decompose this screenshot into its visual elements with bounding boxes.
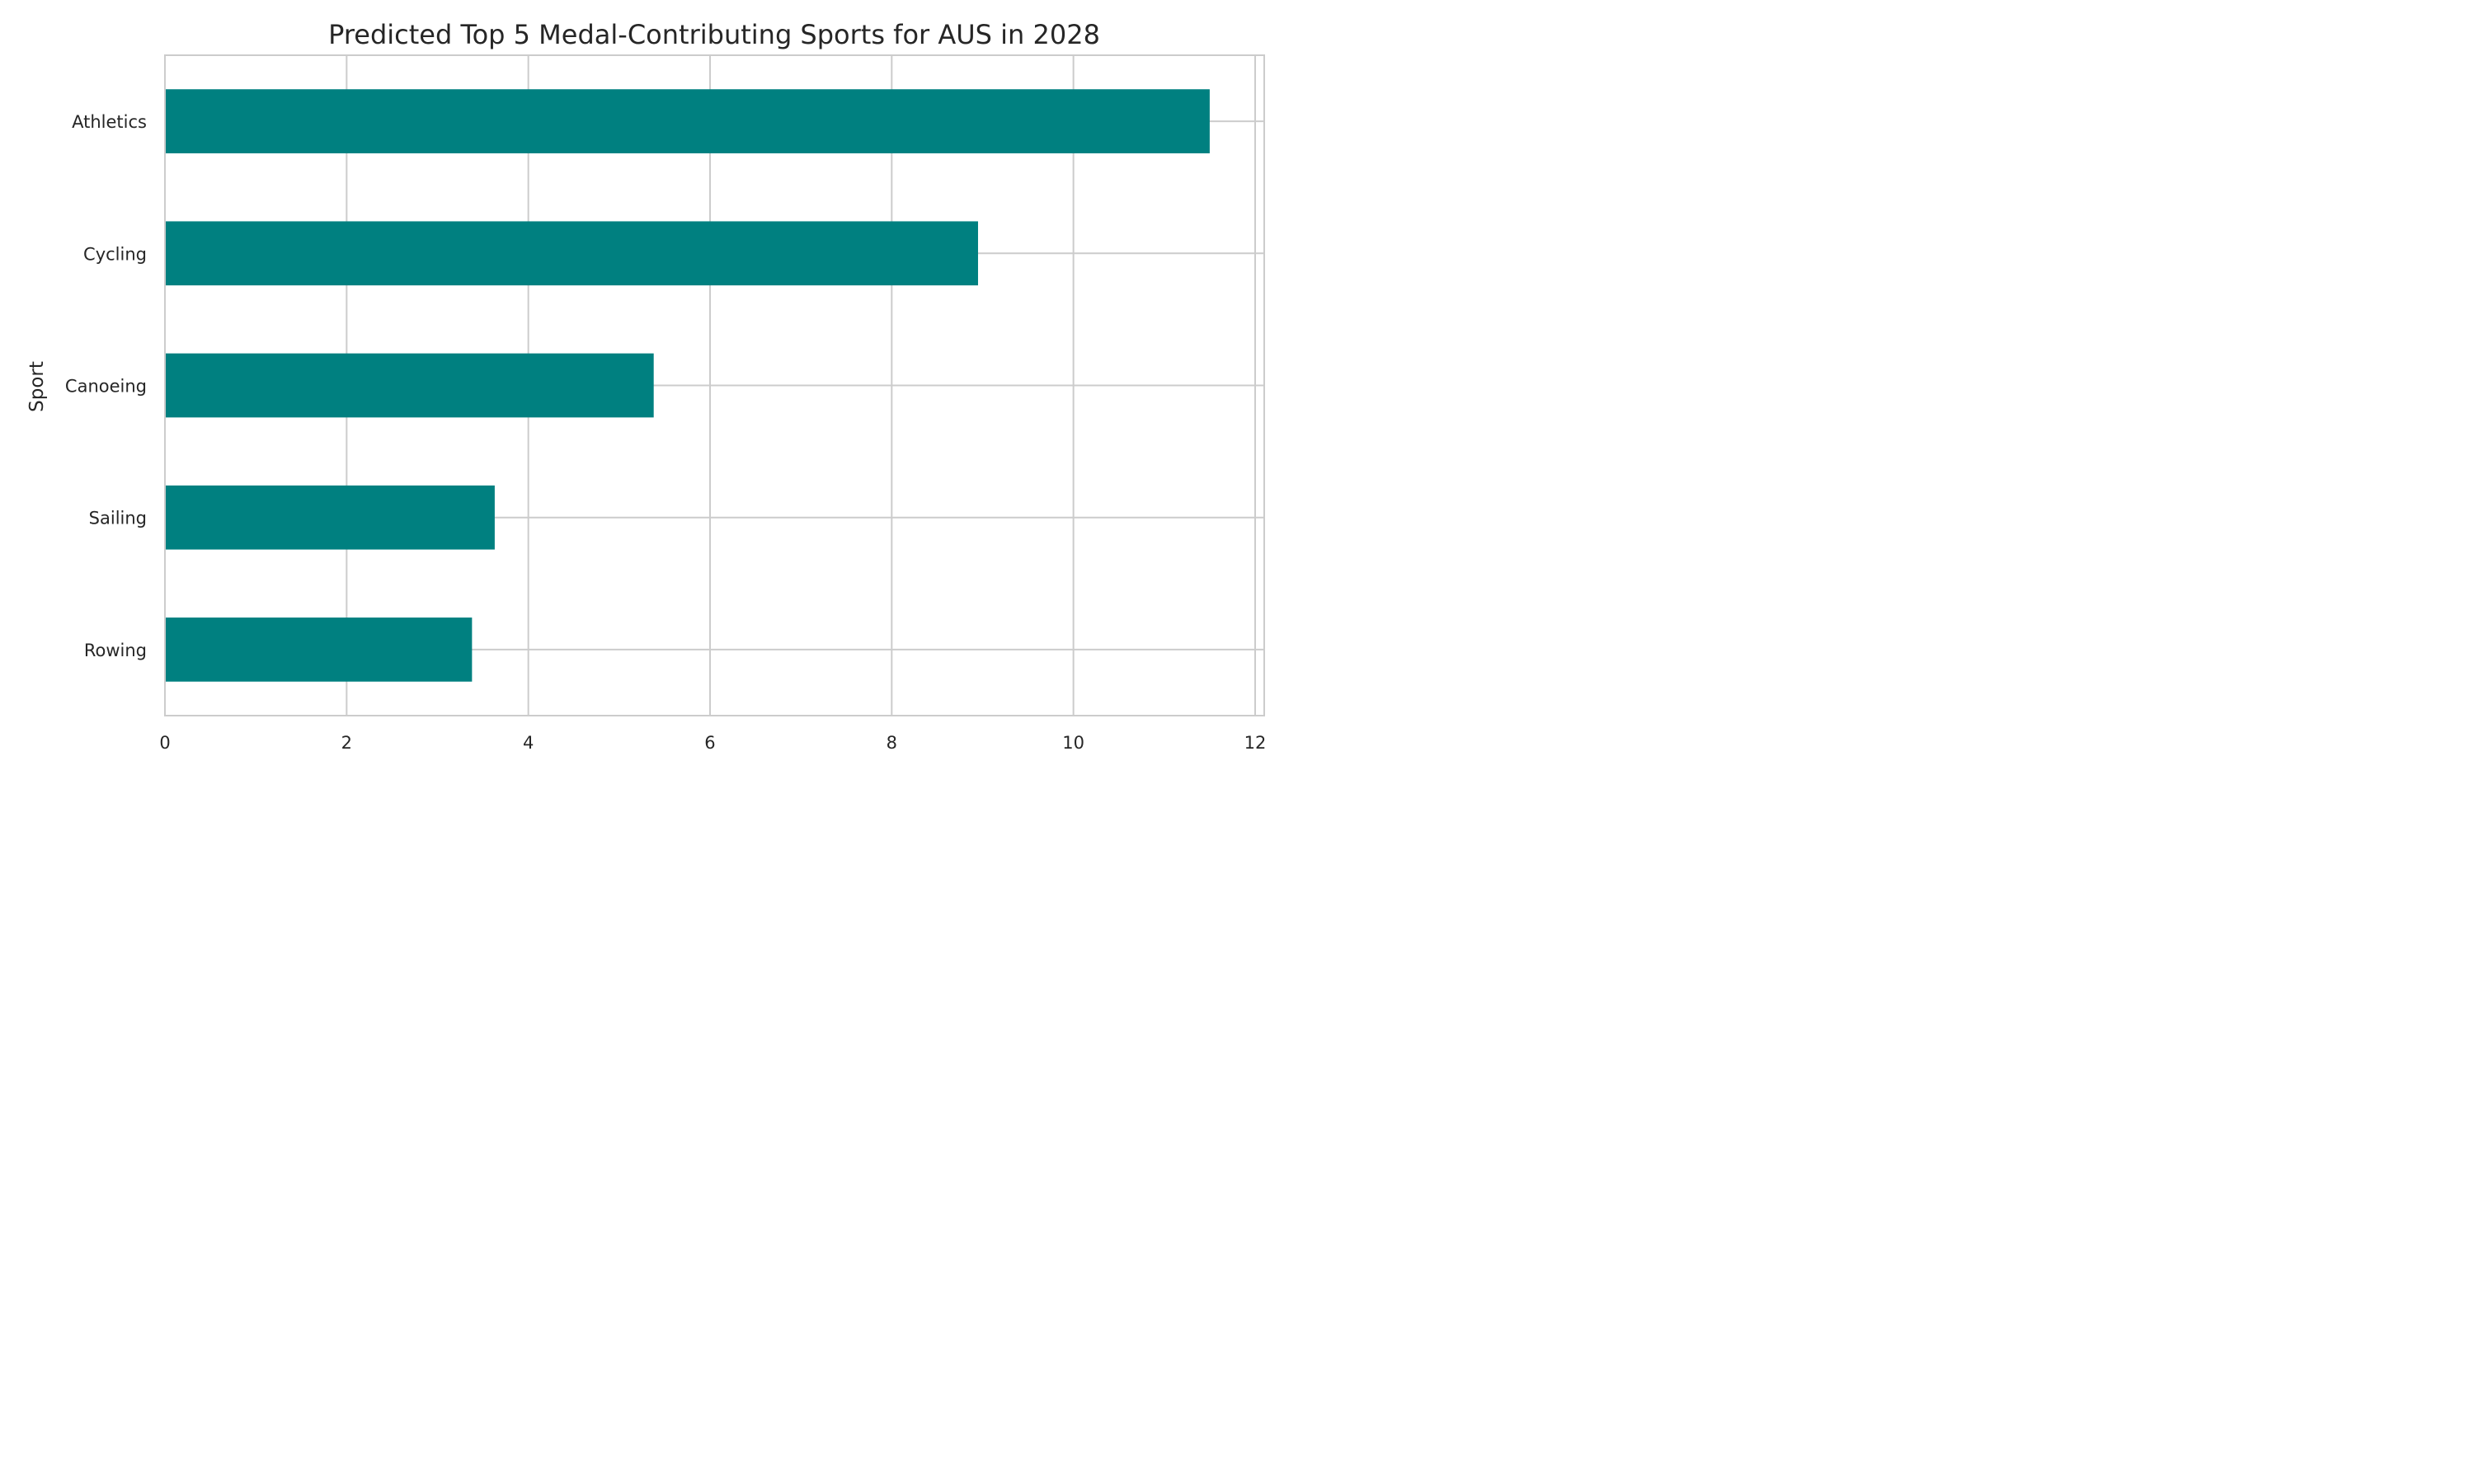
x-tick-label-1: 2 xyxy=(341,733,352,753)
x-tick-label-3: 6 xyxy=(704,733,715,753)
tick-layer: Athletics Cycling Canoeing Sailing Rowing 0 2 4… xyxy=(65,112,1266,753)
y-tick-label-athletics: Athletics xyxy=(72,112,147,132)
y-axis-label: Sport xyxy=(26,361,48,412)
x-tick-label-6: 12 xyxy=(1244,733,1267,753)
bar-sailing xyxy=(165,485,495,550)
y-tick-label-canoeing: Canoeing xyxy=(65,377,147,397)
bars-layer xyxy=(165,89,1210,682)
x-tick-label-4: 8 xyxy=(887,733,897,753)
x-tick-label-5: 10 xyxy=(1062,733,1084,753)
bar-canoeing xyxy=(165,353,654,418)
x-tick-label-0: 0 xyxy=(159,733,170,753)
plot-frame xyxy=(164,54,1265,716)
y-tick-label-cycling: Cycling xyxy=(83,244,147,264)
x-tick-label-2: 4 xyxy=(523,733,534,753)
chart-title: Predicted Top 5 Medal-Contributing Sport… xyxy=(328,19,1100,50)
y-tick-label-sailing: Sailing xyxy=(89,509,147,528)
chart: Predicted Top 5 Medal-Contributing Sport… xyxy=(26,19,1266,753)
bar-athletics xyxy=(165,89,1210,153)
bar-rowing xyxy=(165,618,473,682)
y-tick-label-rowing: Rowing xyxy=(84,641,147,660)
bar-cycling xyxy=(165,221,978,286)
